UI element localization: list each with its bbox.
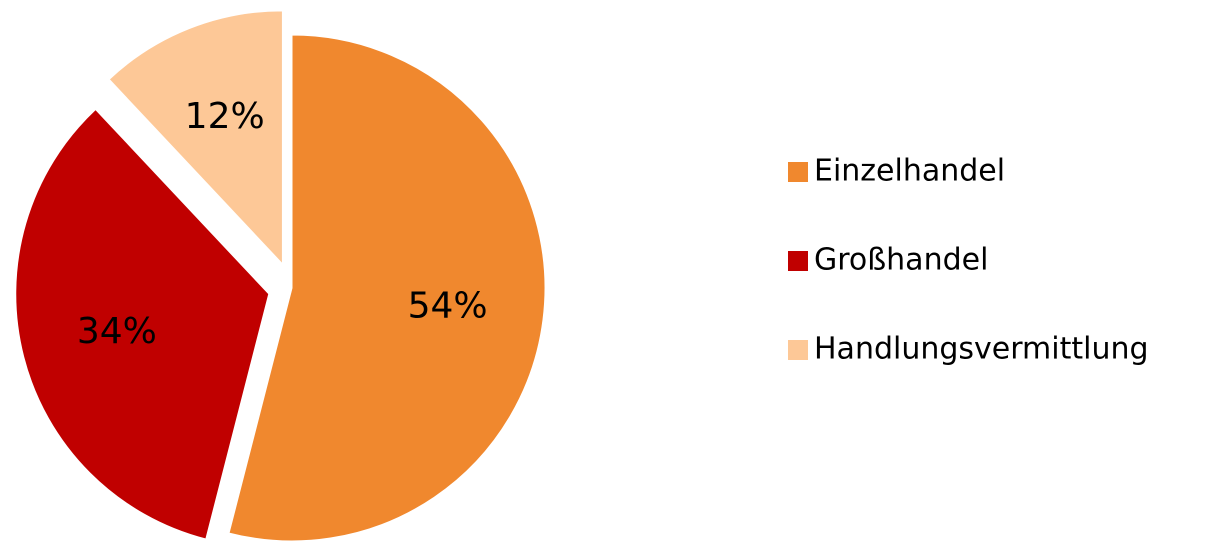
pie-slice — [228, 34, 546, 542]
slice-label: 54% — [408, 286, 488, 327]
slice-label: 12% — [185, 96, 265, 137]
pie-slice — [15, 108, 270, 540]
slice-label: 34% — [77, 311, 157, 352]
legend-swatch — [788, 251, 808, 271]
legend-swatch — [788, 340, 808, 360]
legend-label: Großhandel — [814, 243, 988, 278]
legend-swatch — [788, 162, 808, 182]
legend-label: Einzelhandel — [814, 154, 1005, 189]
legend-label: Handlungsvermittlung — [814, 332, 1149, 367]
pie-slice — [108, 10, 283, 266]
